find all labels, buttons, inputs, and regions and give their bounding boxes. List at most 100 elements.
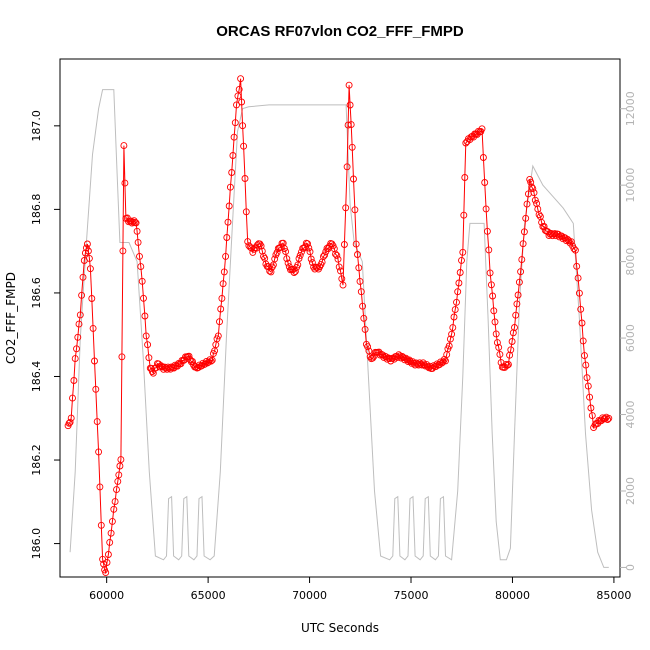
y2-tick-label: 8000 [624, 248, 637, 276]
co2-data-point [304, 240, 311, 248]
y-tick-label: 186.4 [30, 361, 43, 393]
co2-data-point [350, 175, 357, 183]
co2-data-point [337, 267, 344, 275]
co2-data-point [369, 354, 377, 362]
co2-data-point [239, 122, 247, 130]
co2-data-point [503, 361, 511, 369]
co2-data-point [493, 339, 501, 347]
co2-data-point [340, 241, 348, 248]
co2-data-point [79, 273, 87, 281]
co2-data-point [344, 121, 352, 129]
co2-data-point [217, 305, 225, 313]
co2-data-point [355, 264, 363, 272]
co2-data-point [458, 256, 465, 264]
co2-data-point [93, 418, 101, 426]
co2-data-point [514, 291, 522, 299]
co2-data-point [185, 352, 193, 360]
co2-data-point [234, 92, 242, 100]
co2-data-point [333, 251, 341, 259]
co2-data-point [459, 248, 467, 256]
co2-data-point [357, 288, 365, 296]
co2-data-point [460, 211, 468, 219]
co2-data-point [284, 259, 292, 267]
co2-data-point [574, 274, 582, 282]
co2-data-point [95, 448, 103, 456]
co2-data-point [335, 263, 343, 271]
co2-data-point [412, 359, 420, 367]
series-layer [64, 75, 613, 577]
co2-data-point [257, 242, 265, 250]
co2-data-point [260, 252, 267, 260]
co2-data-point [218, 294, 226, 302]
co2-data-point [454, 288, 462, 296]
chart-title: ORCAS RF07vlon CO2_FFF_FMPD [216, 23, 464, 40]
co2-data-point [468, 132, 476, 140]
co2-data-point [280, 245, 288, 252]
co2-data-point [522, 214, 530, 222]
co2-data-point [356, 277, 364, 285]
co2-data-point [70, 377, 78, 384]
co2-data-point [354, 251, 361, 258]
co2-data-point [137, 263, 145, 271]
co2-data-point [338, 275, 346, 283]
y-tick-label: 186.8 [30, 194, 43, 226]
co2-data-point [483, 227, 491, 235]
co2-data-point [88, 295, 96, 302]
co2-data-point [605, 414, 613, 422]
co2-data-point [241, 175, 249, 182]
co2-data-point [577, 305, 585, 313]
co2-data-point [518, 256, 526, 264]
co2-data-point [97, 521, 105, 529]
y-axis-label: CO2_FFF_FMPD [4, 272, 18, 364]
co2-data-point [220, 268, 228, 276]
co2-data-point [531, 196, 539, 204]
co2-data-point [231, 119, 239, 127]
co2-data-point [485, 246, 493, 254]
co2-data-point [107, 529, 115, 537]
co2-data-point [140, 294, 147, 302]
co2-data-point [334, 255, 342, 263]
y-axis-right: 0 2000 4000 6000 8000 10000 12000 [620, 91, 637, 571]
co2-data-point [229, 152, 237, 159]
co2-data-point [509, 329, 517, 337]
co2-data-point [438, 359, 446, 367]
co2-data-point [136, 252, 143, 260]
co2-data-point [291, 267, 299, 275]
co2-data-point [346, 101, 354, 109]
co2-data-point [91, 357, 98, 365]
co2-data-point [71, 355, 79, 363]
co2-data-point [110, 505, 118, 513]
co2-data-point [567, 238, 575, 246]
co2-data-point [450, 313, 458, 321]
co2-data-point [604, 416, 612, 423]
co2-series-line [67, 78, 610, 575]
co2-data-point [99, 555, 107, 563]
co2-data-point [119, 247, 127, 255]
co2-data-point [453, 298, 460, 306]
y2-tick-label: 10000 [624, 168, 637, 203]
co2-data-point [83, 240, 91, 248]
co2-data-point [145, 354, 153, 362]
co2-data-point [511, 324, 518, 331]
co2-data-point [482, 205, 490, 213]
co2-data-point [348, 143, 356, 151]
co2-data-point [481, 179, 489, 186]
co2-data-point [226, 183, 234, 191]
y2-tick-label: 2000 [624, 477, 637, 505]
co2-data-point [258, 247, 266, 255]
co2-data-point [256, 240, 264, 248]
x-tick-label: 65000 [191, 589, 226, 602]
co2-data-point [352, 240, 360, 248]
co2-data-point [116, 462, 124, 470]
co2-data-point [235, 85, 243, 93]
co2-data-point [491, 318, 499, 326]
co2-data-point [307, 255, 315, 263]
co2-data-point [233, 101, 240, 109]
co2-data-point [240, 142, 248, 150]
co2-data-point [228, 169, 236, 176]
co2-data-point [512, 311, 520, 319]
x-axis-label: UTC Seconds [301, 621, 379, 635]
co2-data-point [474, 127, 482, 135]
y-tick-label: 187.0 [30, 110, 43, 142]
